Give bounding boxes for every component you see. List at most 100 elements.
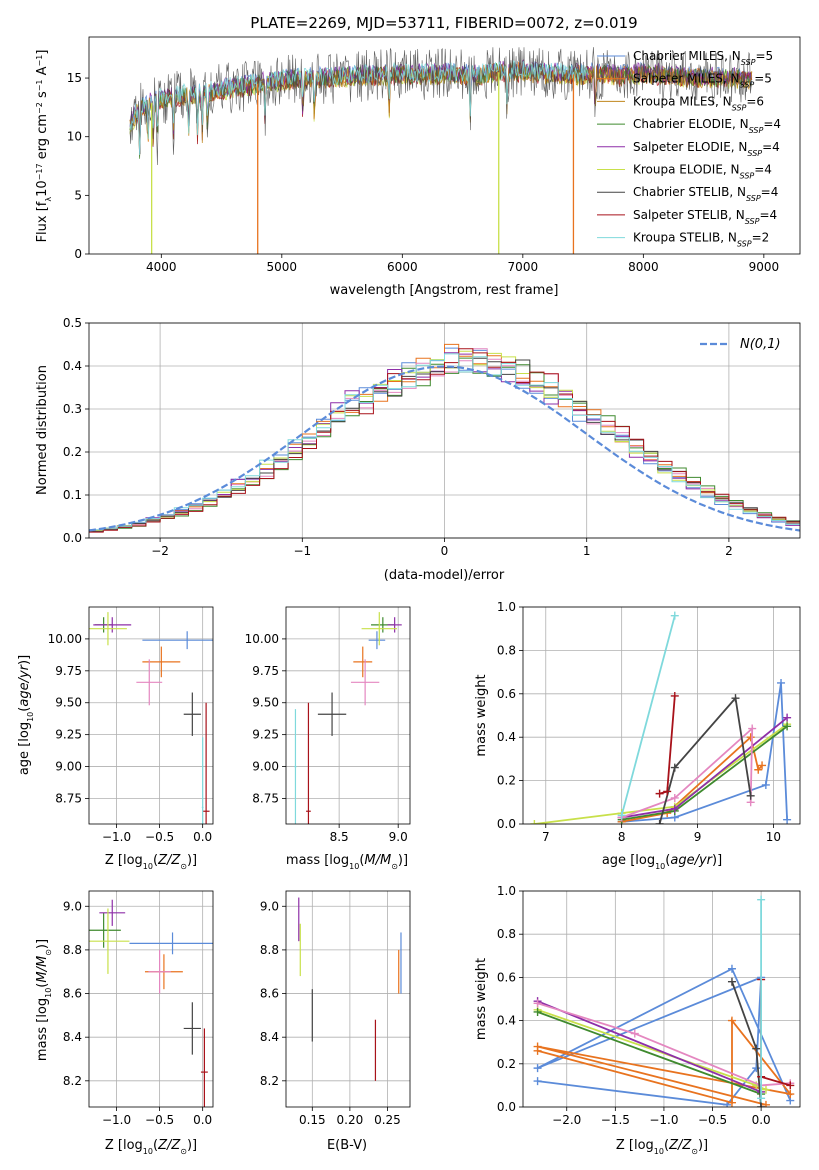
y-tick-label: 9.50 — [252, 696, 279, 710]
axes-frame — [88, 322, 801, 539]
weight-marker — [777, 678, 786, 687]
residuals-x-label: (data-model)/error — [384, 568, 505, 583]
weight-marker — [746, 791, 755, 800]
y-tick-label: 0.3 — [63, 402, 82, 416]
plot-area — [89, 899, 213, 1107]
weight-marker — [746, 733, 755, 742]
weight-marker — [761, 1100, 770, 1107]
weight-marker — [655, 789, 664, 798]
weight-marker — [533, 999, 542, 1008]
weight-line — [621, 726, 754, 819]
x-tick-label: 1 — [583, 544, 591, 558]
figure-title: PLATE=2269, MJD=53711, FIBERID=0072, z=0… — [250, 14, 637, 32]
weight-marker — [757, 895, 766, 904]
errorbar — [353, 646, 373, 678]
y-tick-label: 10 — [67, 130, 82, 144]
x-tick-label: −1 — [293, 544, 311, 558]
weight-marker — [655, 820, 664, 824]
axes-frame — [88, 606, 214, 825]
axes-frame — [285, 606, 411, 825]
legend-label: Chabrier STELIB, NSSP=4 — [633, 185, 778, 203]
x-tick-label: 5000 — [267, 260, 298, 274]
x-tick-label: 0.0 — [193, 830, 212, 844]
errorbar — [201, 737, 204, 824]
weight-marker — [786, 1081, 795, 1090]
weight-marker — [731, 694, 740, 703]
errorbar — [183, 692, 201, 736]
weight-marker — [670, 611, 679, 620]
x-tick-label: 0.0 — [752, 1113, 771, 1127]
spectrum-x-label: wavelength [Angstrom, rest frame] — [330, 283, 559, 298]
weight-marker — [761, 1085, 770, 1094]
y-tick-label: 8.4 — [63, 1030, 82, 1044]
x-tick-label: −1.5 — [601, 1113, 630, 1127]
y-tick-label: 0.2 — [497, 774, 516, 788]
age-vs-Z-x-label: Z [log10(Z/Z⊙)] — [105, 853, 197, 871]
mass_vs_ebv-panel: 0.15 0.20 0.25 8.2 8.4 8.6 8.8 9.0 — [260, 890, 411, 1127]
legend-label: Kroupa STELIB, NSSP=2 — [633, 231, 769, 249]
plot-area — [533, 895, 795, 1107]
plot-area — [129, 47, 753, 254]
errorbar — [148, 949, 171, 994]
mass-vs-ebv-x-label: E(B-V) — [327, 1138, 367, 1153]
axes-frame — [522, 606, 801, 825]
y-tick-label: 0.2 — [63, 445, 82, 459]
normal-curve — [89, 365, 800, 532]
errorbar — [89, 908, 130, 974]
weight_vs_age-panel: 7 8 9 10 0.0 0.2 0.4 0.6 0.8 1.0 — [497, 600, 801, 844]
age-vs-Z-y-label: age [log10(age/yr)] — [17, 655, 35, 775]
errorbar — [142, 631, 213, 650]
errorbar — [183, 1002, 201, 1055]
weight-marker — [533, 1007, 542, 1016]
weight-vs-age-x-label: age [log10(age/yr)] — [602, 853, 722, 871]
y-tick-label: 0.0 — [497, 1100, 516, 1114]
weight-line — [620, 615, 676, 816]
y-tick-label: 0.0 — [497, 817, 516, 831]
legend-label: Kroupa ELODIE, NSSP=4 — [633, 163, 772, 181]
x-tick-label: −1.0 — [102, 830, 131, 844]
x-tick-label: −1.0 — [649, 1113, 678, 1127]
weight-line — [537, 1002, 791, 1087]
errorbar — [368, 631, 386, 650]
legend-label: Kroupa MILES, NSSP=6 — [633, 94, 764, 112]
y-tick-label: 8.75 — [252, 791, 279, 805]
plot-area — [530, 611, 792, 824]
errorbar — [99, 899, 126, 926]
y-tick-label: 0.8 — [497, 643, 516, 657]
histogram-step — [89, 348, 800, 533]
weight-marker — [783, 815, 792, 824]
weight-marker — [752, 1044, 761, 1053]
y-tick-label: 1.0 — [497, 600, 516, 614]
weight_vs_Z-y-label: mass weight — [474, 958, 489, 1040]
x-tick-label: 4000 — [146, 260, 177, 274]
y-tick-label: 5 — [74, 188, 82, 202]
mass-vs-Z-y-label: mass [log10(M/M⊙)] — [35, 939, 53, 1061]
y-tick-label: 9.0 — [63, 899, 82, 913]
errorbar — [136, 659, 163, 706]
y-tick-label: 8.6 — [260, 987, 279, 1001]
legend-label: Chabrier ELODIE, NSSP=4 — [633, 117, 781, 135]
weight-marker — [533, 1077, 542, 1086]
y-tick-label: 0.6 — [497, 687, 516, 701]
weight-marker — [727, 1016, 736, 1025]
x-tick-label: −2.0 — [552, 1113, 581, 1127]
weight-marker — [748, 724, 757, 733]
y-tick-label: 0.4 — [497, 730, 516, 744]
weight-marker — [533, 1042, 542, 1051]
x-tick-label: 7000 — [508, 260, 539, 274]
weight-marker — [783, 713, 792, 722]
x-tick-label: 0.0 — [193, 1113, 212, 1127]
y-tick-label: 1.0 — [497, 884, 516, 898]
y-tick-label: 8.8 — [63, 943, 82, 957]
age-vs-mass-x-label: mass [log10(M/M⊙)] — [286, 853, 408, 871]
errorbar — [317, 692, 347, 736]
errorbar — [89, 612, 127, 646]
x-tick-label: 0.15 — [299, 1113, 326, 1127]
weight-line — [537, 1000, 762, 1093]
weight-marker — [670, 804, 679, 813]
spectrum-panel: 4000 5000 6000 7000 8000 9000 0 5 10 15 — [67, 36, 801, 274]
errorbar — [200, 1028, 208, 1107]
weight-marker — [533, 1064, 542, 1073]
x-tick-label: 2 — [725, 544, 733, 558]
